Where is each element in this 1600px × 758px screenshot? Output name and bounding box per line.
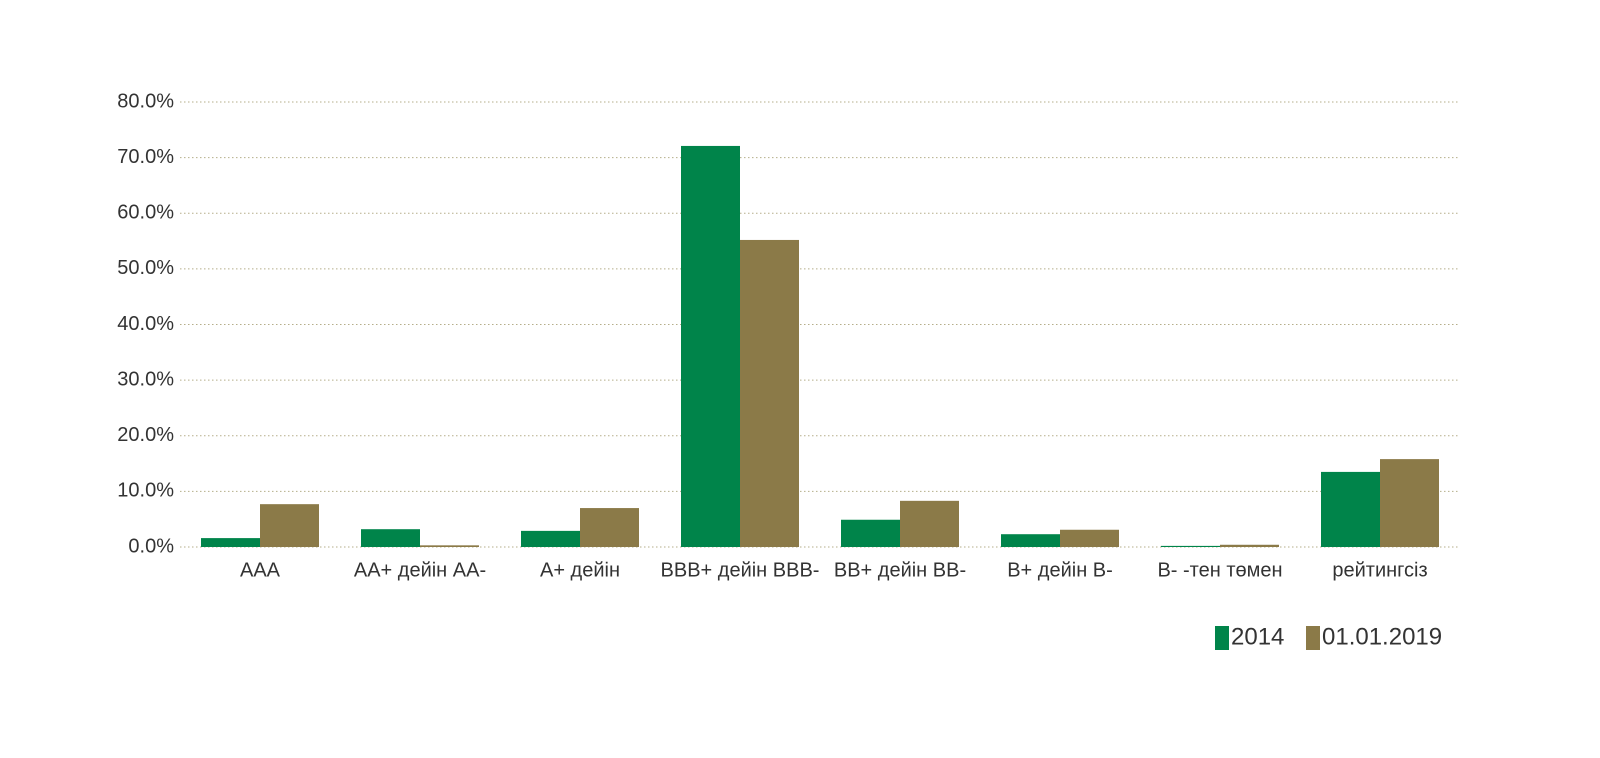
bar [1060, 529, 1119, 547]
bar [361, 529, 420, 547]
x-tick-label: A+ дейін [540, 559, 620, 581]
legend-swatch [1306, 626, 1320, 650]
bar [420, 545, 479, 547]
bar [260, 504, 319, 547]
bar [1001, 534, 1060, 547]
bar [1380, 459, 1439, 547]
x-tick-label: AAA [240, 559, 281, 581]
x-tick-label: B+ дейін B- [1007, 559, 1113, 581]
legend-swatch [1215, 626, 1229, 650]
y-tick-label: 50.0% [117, 257, 174, 279]
x-tick-label: B- -тен төмен [1157, 559, 1282, 581]
bar [841, 519, 900, 547]
y-tick-label: 20.0% [117, 424, 174, 446]
bar [1321, 471, 1380, 547]
bar [521, 530, 580, 547]
y-tick-label: 40.0% [117, 313, 174, 335]
y-tick-label: 0.0% [128, 535, 174, 557]
y-tick-label: 80.0% [117, 90, 174, 112]
bar [1220, 544, 1279, 547]
x-tick-label: BBB+ дейін BBB- [661, 559, 820, 581]
y-tick-label: 30.0% [117, 368, 174, 390]
bar [201, 538, 260, 547]
y-tick-label: 10.0% [117, 480, 174, 502]
bar [681, 145, 740, 547]
bar [900, 500, 959, 547]
bar [580, 508, 639, 547]
y-tick-label: 70.0% [117, 146, 174, 168]
legend-label: 01.01.2019 [1322, 623, 1442, 650]
bar [740, 239, 799, 547]
x-tick-label: рейтингсіз [1332, 559, 1427, 581]
x-tick-label: BB+ дейін BB- [834, 559, 966, 581]
bar [1161, 545, 1220, 547]
y-tick-label: 60.0% [117, 202, 174, 224]
x-tick-label: AA+ дейін AA- [354, 559, 486, 581]
legend-label: 2014 [1231, 623, 1284, 650]
